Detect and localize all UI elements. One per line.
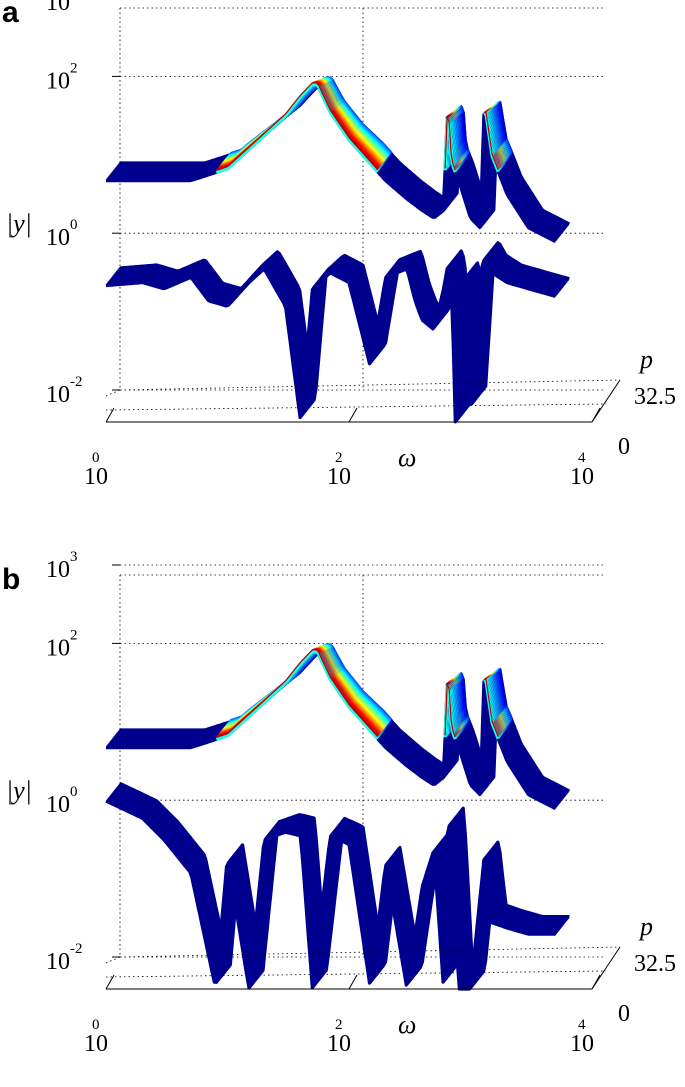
z-tick-exponent: -2: [70, 941, 83, 957]
p-axis-line: [591, 379, 621, 423]
series-1: [105, 241, 570, 424]
series-0: [106, 76, 571, 244]
p-axis-label: p: [638, 912, 653, 941]
p-axis-line: [591, 946, 621, 990]
z-tick-label: 10: [46, 225, 70, 251]
z-tick-label: 10: [46, 68, 70, 94]
x-tick-label: 10: [84, 464, 108, 490]
axes-box: [105, 564, 607, 978]
x-tick-label: 10: [570, 464, 594, 490]
series-1: [105, 781, 570, 991]
z-tick-exponent: 2: [70, 60, 78, 76]
p-tick-label: 32.5: [634, 384, 676, 410]
x-tick-exponent: 0: [92, 1017, 100, 1033]
p-tick-label: 32.5: [634, 951, 676, 977]
x-tick-exponent: 2: [335, 450, 343, 466]
x-tick-mark: [348, 407, 358, 423]
z-tick-exponent: -2: [70, 374, 83, 390]
x-tick-mark: [348, 974, 358, 990]
surface-crest: [216, 82, 499, 171]
z-tick-exponent: 0: [70, 217, 78, 233]
x-tick-exponent: 2: [335, 1017, 343, 1033]
z-tick-label: 10: [46, 792, 70, 818]
x-axis-label: ω: [398, 1010, 416, 1039]
p-tick-label: 0: [618, 434, 630, 460]
x-tick-mark: [591, 407, 601, 423]
p-axis-label: p: [638, 345, 653, 374]
z-tick-label: 10: [46, 949, 70, 975]
panel-b: b 10 0 10 2 10 4 10 -2 10 0 10 2 10 3 32.5 0 |y| ω p: [0, 549, 685, 1087]
x-axis-label: ω: [398, 443, 416, 472]
x-tick-mark: [591, 974, 601, 990]
series-0: [106, 643, 571, 811]
x-tick-exponent: 4: [578, 1017, 586, 1033]
x-tick-label: 10: [327, 1031, 351, 1057]
x-tick-exponent: 0: [92, 450, 100, 466]
z-tick-exponent: 2: [70, 627, 78, 643]
surface-crest: [216, 649, 499, 738]
surface-strip: [105, 799, 556, 991]
panel-label: a: [2, 0, 19, 29]
surface-strip: [105, 258, 556, 424]
p-tick-label: 0: [618, 1001, 630, 1027]
panel-label: b: [2, 563, 21, 596]
z-tick-exponent: 3: [70, 549, 78, 565]
x-tick-mark: [105, 974, 115, 990]
x-tick-label: 10: [327, 464, 351, 490]
z-tick-label: 10: [46, 635, 70, 661]
x-tick-label: 10: [570, 1031, 594, 1057]
axes-box: [105, 7, 607, 411]
floor-grid: [105, 956, 121, 964]
z-tick-label: 10: [46, 557, 70, 583]
x-tick-exponent: 4: [578, 450, 586, 466]
z-axis-label: |y|: [6, 209, 32, 238]
z-tick-label: 10: [46, 0, 70, 16]
back-floor-diag: [119, 379, 621, 391]
x-tick-mark: [105, 407, 115, 423]
z-tick-exponent: 0: [70, 784, 78, 800]
x-tick-label: 10: [84, 1031, 108, 1057]
z-tick-label: 10: [46, 382, 70, 408]
floor-grid: [105, 389, 121, 397]
z-axis-label: |y|: [6, 776, 32, 805]
